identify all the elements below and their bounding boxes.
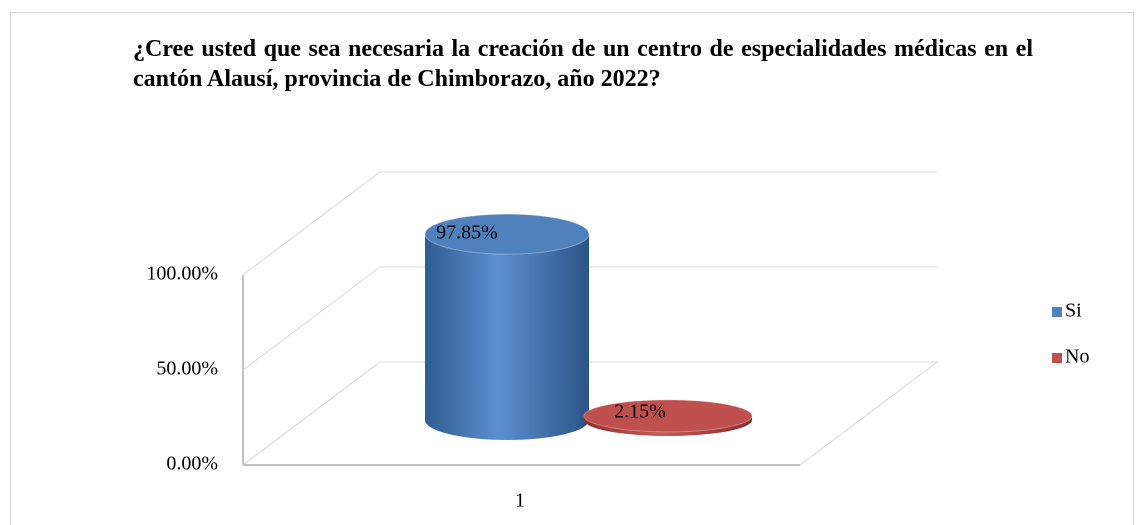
grid-line [242,361,937,466]
grid-line [242,266,937,371]
chart-title: ¿Cree usted que sea necesaria la creació… [133,36,1033,92]
legend-label: No [1065,346,1089,368]
x-tick-label: 1 [515,490,525,512]
data-label: 97.85% [436,222,498,244]
legend-swatch [1052,353,1062,363]
grid-line [242,171,937,276]
legend-swatch [1052,307,1062,317]
bar-top [583,399,753,433]
chart-frame [10,12,1134,525]
y-tick-label: 50.00% [156,358,218,380]
data-label: 2.15% [614,401,666,423]
y-tick-label: 0.00% [166,453,218,475]
bar-top [424,213,590,255]
y-tick-label: 100.00% [146,263,218,285]
bar [425,234,589,440]
legend-label: Si [1065,300,1082,322]
